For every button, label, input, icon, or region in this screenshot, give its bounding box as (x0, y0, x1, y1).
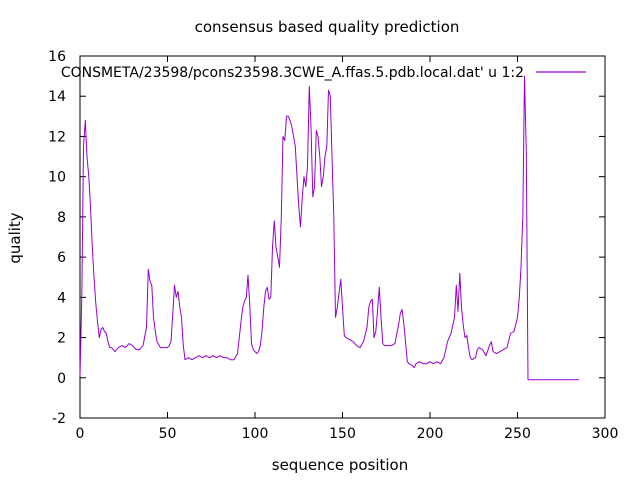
y-tick-label: -2 (52, 411, 66, 427)
y-tick-label: 0 (57, 371, 66, 387)
x-tick-label: 250 (504, 426, 531, 442)
x-tick-label: 0 (76, 426, 85, 442)
y-tick-label: 4 (57, 290, 66, 306)
x-tick-label: 50 (159, 426, 177, 442)
x-axis-label: sequence position (272, 456, 408, 474)
y-tick-label: 8 (57, 210, 66, 226)
chart-title: consensus based quality prediction (195, 18, 460, 36)
y-tick-label: 16 (48, 49, 66, 65)
y-tick-label: 10 (48, 170, 66, 186)
series-layer (79, 75, 579, 381)
legend: CONSMETA/23598/pcons23598.3CWE_A.ffas.5.… (61, 65, 586, 81)
x-tick-label: 150 (329, 426, 356, 442)
y-axis: -2 0 2 4 6 8 10 12 14 16 (48, 49, 605, 427)
x-tick-label: 100 (242, 426, 269, 442)
x-tick-label: 200 (417, 426, 444, 442)
legend-label: CONSMETA/23598/pcons23598.3CWE_A.ffas.5.… (61, 65, 524, 81)
y-axis-label: quality (6, 212, 24, 263)
y-tick-label: 14 (48, 89, 66, 105)
y-tick-label: 6 (57, 250, 66, 266)
y-tick-label: 2 (57, 331, 66, 347)
x-tick-label: 300 (592, 426, 619, 442)
series-line (79, 75, 579, 381)
y-tick-label: 12 (48, 129, 66, 145)
plot-area-frame (79, 55, 606, 419)
x-axis: 0 50 100 150 200 250 300 (76, 56, 619, 442)
